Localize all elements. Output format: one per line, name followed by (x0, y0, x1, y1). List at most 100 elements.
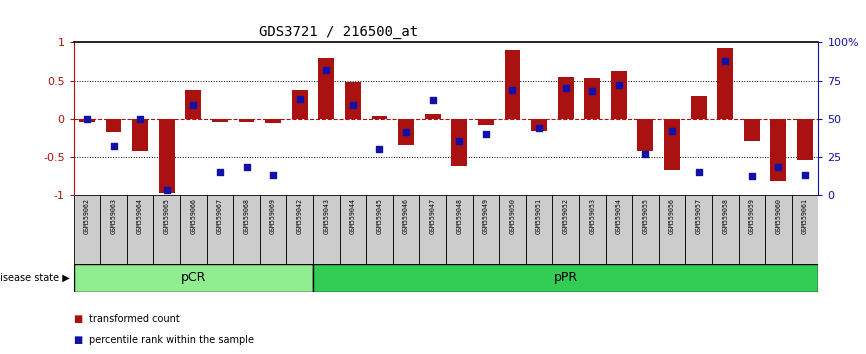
Bar (74, 195, 100, 264)
Bar (451, 119, 468, 166)
Bar (287, 195, 313, 264)
Point (159, 187, 173, 193)
Text: GSM559050: GSM559050 (509, 198, 515, 234)
Bar (313, 264, 818, 292)
Bar (372, 115, 387, 119)
Bar (319, 58, 334, 119)
Bar (558, 78, 573, 119)
Bar (339, 195, 366, 264)
Point (532, 125, 546, 131)
Point (798, 172, 812, 178)
Bar (79, 119, 95, 122)
Bar (292, 90, 307, 119)
Text: GSM559043: GSM559043 (323, 198, 329, 234)
Text: GSM559052: GSM559052 (563, 198, 569, 234)
Point (213, 169, 227, 175)
Point (506, 87, 520, 92)
Bar (531, 119, 547, 131)
Text: GSM559065: GSM559065 (164, 198, 170, 234)
Bar (345, 82, 361, 119)
Bar (691, 96, 707, 119)
Bar (685, 195, 712, 264)
Text: GSM559044: GSM559044 (350, 198, 356, 234)
Bar (585, 78, 600, 119)
Bar (637, 119, 654, 151)
Point (718, 58, 732, 64)
Point (665, 128, 679, 133)
Text: GSM559054: GSM559054 (616, 198, 622, 234)
Text: pCR: pCR (181, 272, 206, 284)
Text: GSM559045: GSM559045 (377, 198, 383, 234)
Bar (158, 119, 175, 193)
Text: GSM559047: GSM559047 (430, 198, 436, 234)
Point (585, 88, 599, 94)
Point (133, 116, 147, 121)
Text: GSM559063: GSM559063 (111, 198, 117, 234)
Text: ■: ■ (74, 314, 83, 324)
Text: GSM559059: GSM559059 (749, 198, 755, 234)
Bar (393, 195, 419, 264)
Point (320, 67, 333, 73)
Point (346, 102, 360, 108)
Bar (212, 119, 228, 122)
Text: disease state ▶: disease state ▶ (0, 273, 69, 283)
Point (692, 169, 706, 175)
Point (612, 82, 626, 88)
Point (293, 96, 307, 102)
Text: GSM559067: GSM559067 (216, 198, 223, 234)
Bar (100, 195, 126, 264)
Bar (74, 264, 313, 292)
Bar (553, 195, 579, 264)
Bar (126, 195, 153, 264)
Text: GSM559049: GSM559049 (483, 198, 489, 234)
Bar (632, 195, 659, 264)
Bar (499, 195, 526, 264)
Point (80, 116, 94, 121)
Bar (233, 195, 260, 264)
Bar (207, 195, 233, 264)
Text: GSM559046: GSM559046 (403, 198, 409, 234)
Text: pPR: pPR (553, 272, 578, 284)
Point (426, 97, 440, 103)
Bar (505, 50, 520, 119)
Bar (659, 195, 685, 264)
Bar (526, 195, 553, 264)
Bar (106, 119, 121, 132)
Text: GSM559051: GSM559051 (536, 198, 542, 234)
Bar (611, 72, 627, 119)
Text: ■: ■ (74, 335, 83, 345)
Bar (744, 119, 759, 141)
Text: GSM559068: GSM559068 (243, 198, 249, 234)
Bar (185, 90, 201, 119)
Point (479, 131, 493, 137)
Point (399, 130, 413, 135)
Point (559, 85, 572, 91)
Point (240, 165, 254, 170)
Text: GSM559056: GSM559056 (669, 198, 675, 234)
Bar (771, 119, 786, 181)
Text: GSM559064: GSM559064 (137, 198, 143, 234)
Point (107, 143, 120, 149)
Text: GSM559060: GSM559060 (775, 198, 781, 234)
Bar (132, 119, 148, 150)
Bar (265, 119, 281, 123)
Bar (446, 195, 473, 264)
Bar (739, 195, 766, 264)
Bar (473, 195, 499, 264)
Bar (180, 195, 207, 264)
Text: GSM559062: GSM559062 (84, 198, 90, 234)
Bar (419, 195, 446, 264)
Text: GSM559061: GSM559061 (802, 198, 808, 234)
Bar (664, 119, 680, 170)
Bar (366, 195, 393, 264)
Bar (717, 48, 734, 119)
Point (452, 138, 466, 144)
Bar (153, 195, 180, 264)
Bar (238, 119, 255, 122)
Point (772, 165, 785, 170)
Bar (792, 195, 818, 264)
Text: GSM559058: GSM559058 (722, 198, 728, 234)
Point (745, 173, 759, 179)
Text: GSM559057: GSM559057 (695, 198, 701, 234)
Bar (797, 119, 813, 160)
